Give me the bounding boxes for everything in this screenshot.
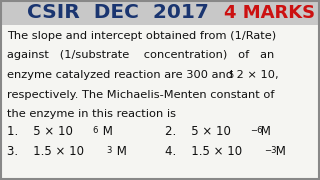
Text: 5: 5 bbox=[228, 71, 233, 80]
Text: M: M bbox=[271, 145, 285, 158]
Text: M: M bbox=[113, 145, 127, 158]
Text: M: M bbox=[257, 125, 271, 138]
Bar bbox=[0, 0, 320, 25]
Text: 3.    1.5 × 10: 3. 1.5 × 10 bbox=[7, 145, 84, 158]
Text: 1.    5 × 10: 1. 5 × 10 bbox=[7, 125, 73, 138]
Text: the enzyme in this reaction is: the enzyme in this reaction is bbox=[7, 109, 176, 119]
Text: The slope and intercept obtained from (1/Rate): The slope and intercept obtained from (1… bbox=[7, 31, 276, 41]
Text: 6: 6 bbox=[92, 126, 97, 135]
Text: respectively. The Michaelis-Menten constant of: respectively. The Michaelis-Menten const… bbox=[7, 89, 275, 100]
Text: CSIR  DEC  2017: CSIR DEC 2017 bbox=[27, 3, 209, 22]
Text: 2.    5 × 10: 2. 5 × 10 bbox=[165, 125, 231, 138]
Text: 3: 3 bbox=[106, 146, 112, 155]
Text: −6: −6 bbox=[250, 126, 262, 135]
Text: enzyme catalyzed reaction are 300 and 2 × 10,: enzyme catalyzed reaction are 300 and 2 … bbox=[7, 70, 279, 80]
Text: −3: −3 bbox=[265, 146, 277, 155]
Text: 4 MARKS: 4 MARKS bbox=[224, 4, 316, 22]
Text: M: M bbox=[99, 125, 113, 138]
Text: against   (1/substrate    concentration)   of   an: against (1/substrate concentration) of a… bbox=[7, 51, 274, 60]
Text: 4.    1.5 × 10: 4. 1.5 × 10 bbox=[165, 145, 242, 158]
